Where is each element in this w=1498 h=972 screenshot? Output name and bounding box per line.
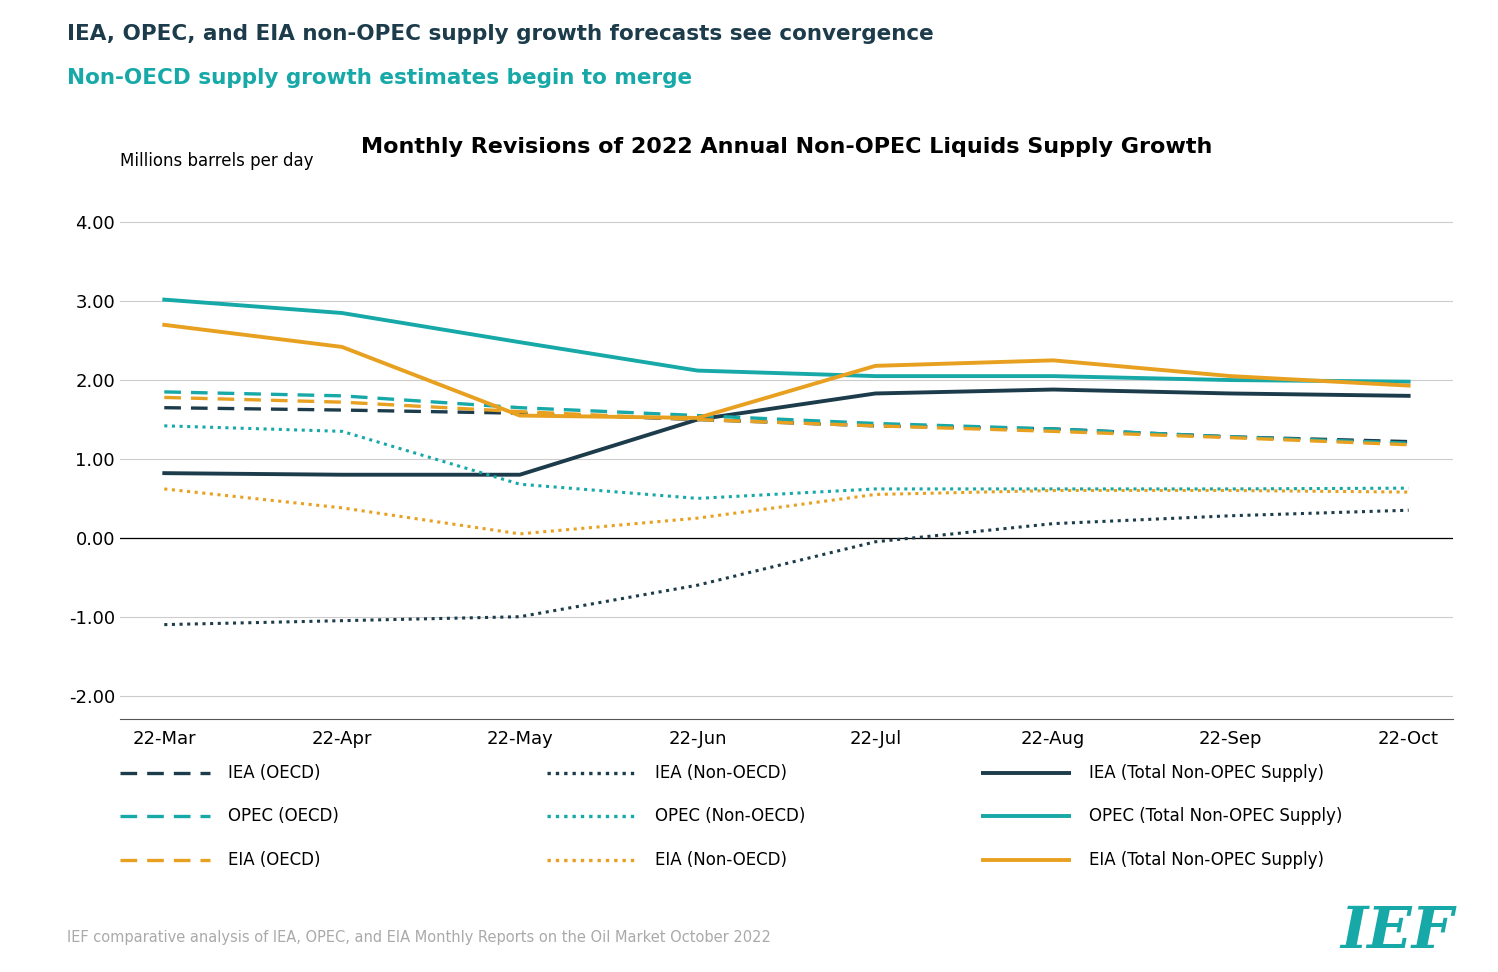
Text: EIA (Non-OECD): EIA (Non-OECD) [655,851,786,869]
Text: IEA (Total Non-OPEC Supply): IEA (Total Non-OPEC Supply) [1089,764,1324,781]
Text: Non-OECD supply growth estimates begin to merge: Non-OECD supply growth estimates begin t… [67,68,692,88]
Text: IEA (Non-OECD): IEA (Non-OECD) [655,764,786,781]
Text: IEF: IEF [1341,904,1455,960]
Text: IEA (OECD): IEA (OECD) [228,764,321,781]
Text: EIA (Total Non-OPEC Supply): EIA (Total Non-OPEC Supply) [1089,851,1324,869]
Text: IEA, OPEC, and EIA non-OPEC supply growth forecasts see convergence: IEA, OPEC, and EIA non-OPEC supply growt… [67,24,935,45]
Text: OPEC (Non-OECD): OPEC (Non-OECD) [655,808,804,825]
Text: OPEC (Total Non-OPEC Supply): OPEC (Total Non-OPEC Supply) [1089,808,1342,825]
Text: OPEC (OECD): OPEC (OECD) [228,808,339,825]
Text: Millions barrels per day: Millions barrels per day [120,152,313,170]
Title: Monthly Revisions of 2022 Annual Non-OPEC Liquids Supply Growth: Monthly Revisions of 2022 Annual Non-OPE… [361,137,1212,156]
Text: EIA (OECD): EIA (OECD) [228,851,321,869]
Text: IEF comparative analysis of IEA, OPEC, and EIA Monthly Reports on the Oil Market: IEF comparative analysis of IEA, OPEC, a… [67,930,771,945]
